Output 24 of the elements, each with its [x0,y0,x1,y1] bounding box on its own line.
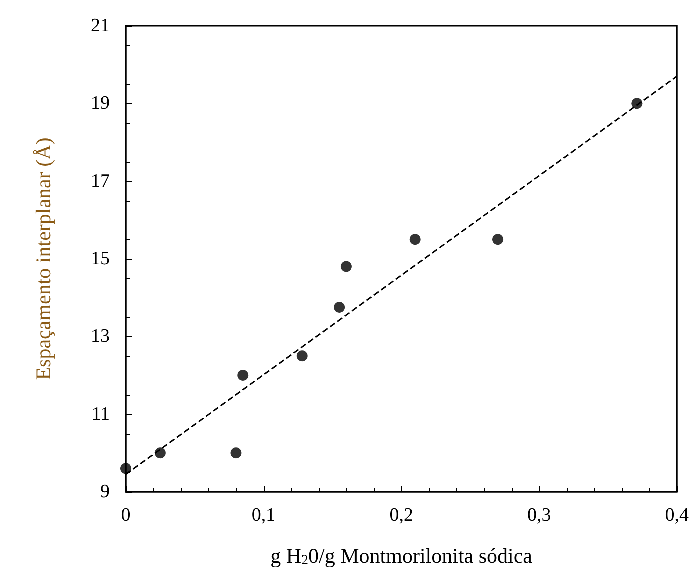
point [410,234,421,246]
point [632,98,643,110]
y-tick-label: 9 [100,482,110,502]
y-tick-label: 15 [91,248,110,270]
x-tick-label: 0,2 [390,505,414,526]
point [296,350,308,362]
point [334,302,346,314]
y-tick-label: 11 [92,404,110,425]
point [340,261,352,272]
x-tick-label: 0,1 [252,505,276,526]
point [120,463,132,474]
y-tick-label: 17 [91,170,110,192]
y-tick-label: 13 [91,326,110,348]
point [492,234,504,246]
x-axis-title: g H20/g Montmorilonita sódica [270,544,534,568]
x-tick-label: 0,3 [527,505,552,526]
x-tick-label: 0,4 [665,505,690,526]
point [154,448,166,459]
point [238,370,249,381]
y-axis-title: Espaçamento interplanar (Å) [32,138,56,380]
y-tick-label: 21 [91,16,110,36]
point [230,448,242,459]
y-tick-label: 19 [91,93,110,114]
x-tick-label: 0 [121,505,131,526]
